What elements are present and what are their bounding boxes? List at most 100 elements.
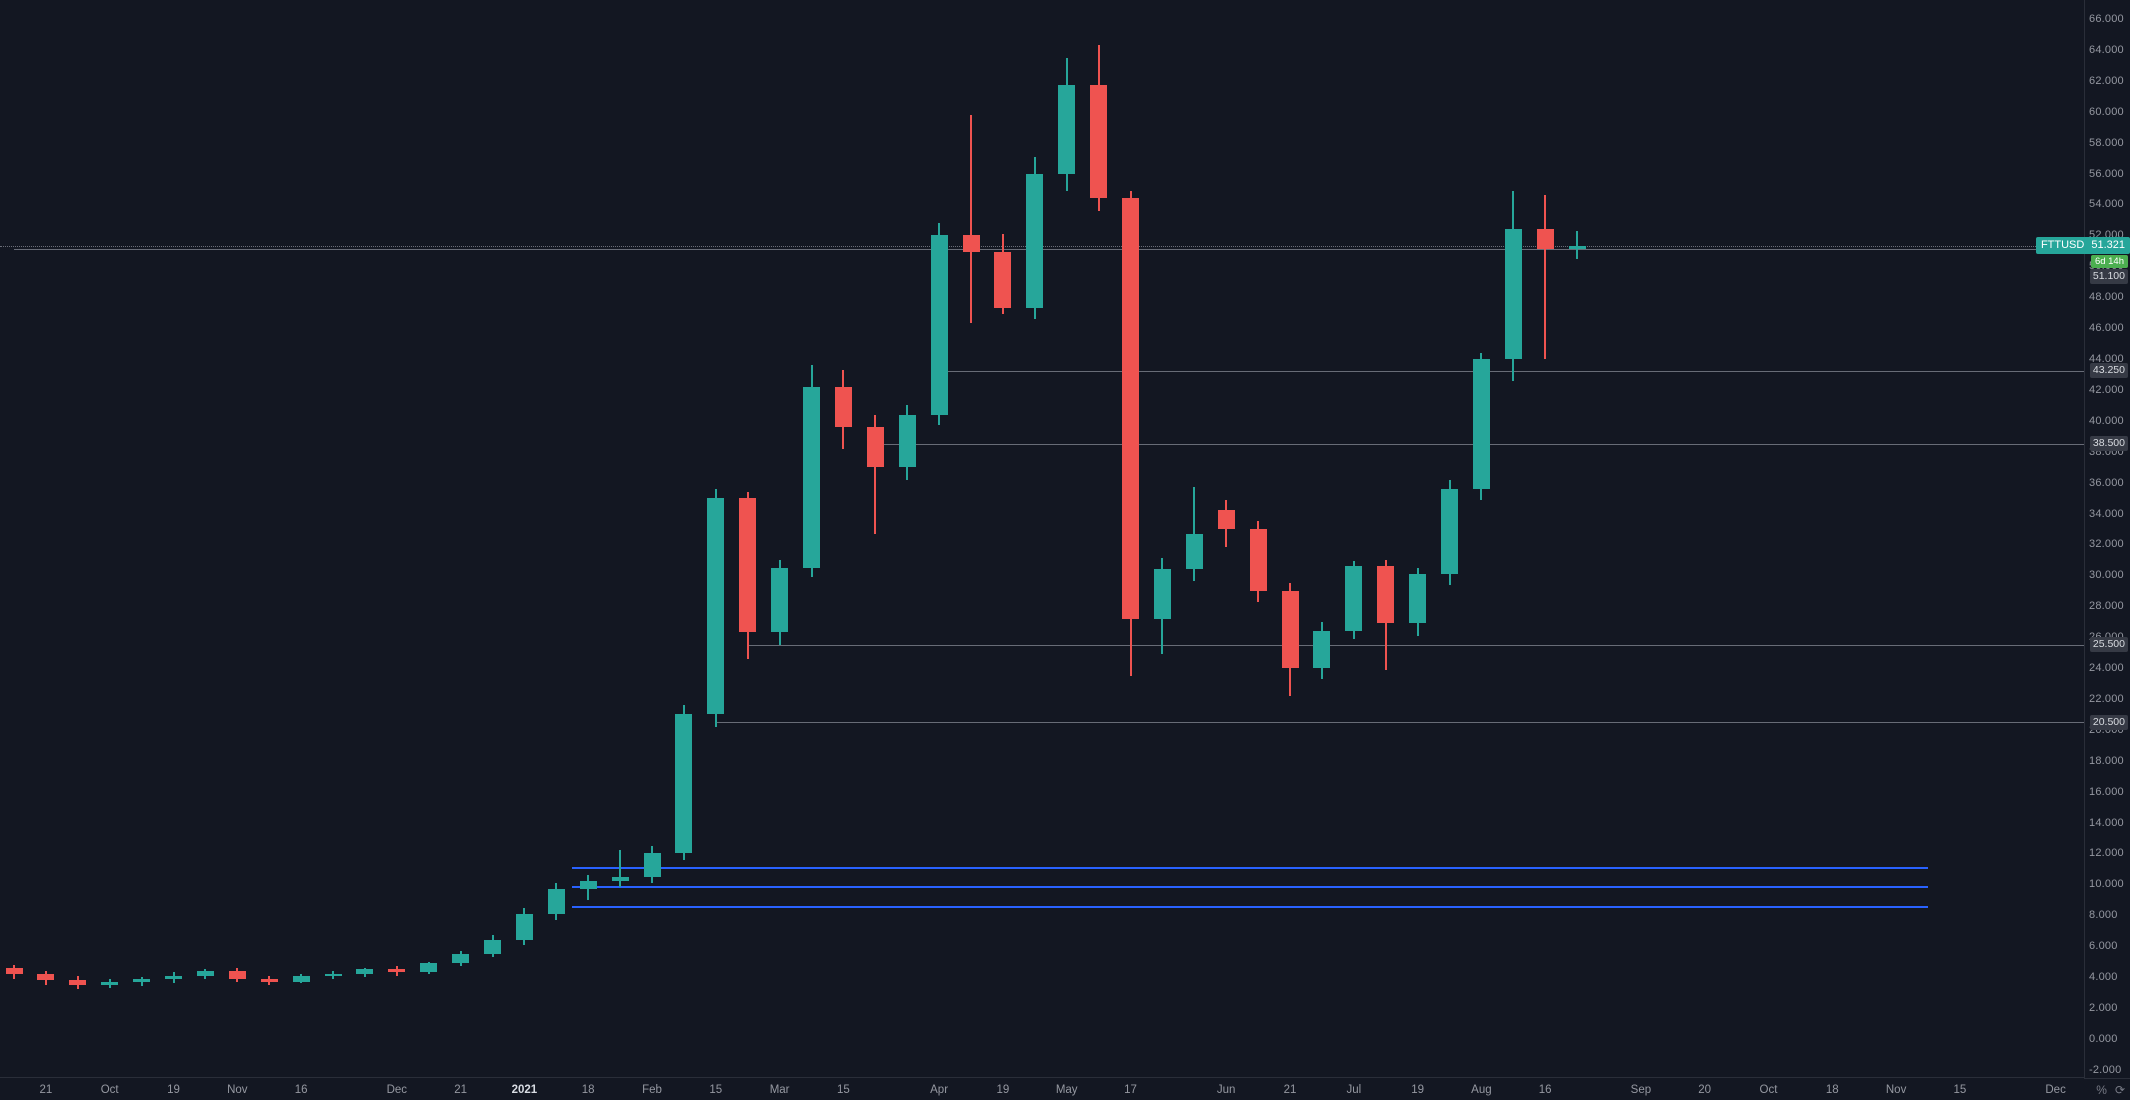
horizontal-line-drawing[interactable] — [14, 249, 2084, 251]
candle-body — [547, 889, 565, 914]
candle-body — [579, 881, 597, 889]
horizontal-line-drawing[interactable] — [747, 644, 2084, 646]
price-tick-label: 36.000 — [2089, 476, 2124, 489]
percent-scale-icon[interactable]: % — [2096, 1082, 2107, 1097]
price-tick-label: 8.000 — [2089, 909, 2118, 922]
candle-body — [37, 974, 55, 981]
time-tick-label: 18 — [581, 1084, 595, 1096]
candle-body — [1249, 528, 1267, 591]
candle-body — [771, 567, 789, 633]
time-tick-label: Mar — [769, 1084, 790, 1096]
candle-body — [101, 981, 119, 985]
price-tick-label: 48.000 — [2089, 291, 2124, 304]
price-tick-label: 60.000 — [2089, 105, 2124, 118]
time-year-label: 2021 — [511, 1084, 538, 1096]
candle-body — [834, 386, 852, 427]
chart-plot-area[interactable] — [0, 0, 2084, 1078]
price-tick-label: 0.000 — [2089, 1032, 2118, 1045]
horizontal-line-drawing[interactable] — [939, 370, 2084, 372]
price-tick-label: 34.000 — [2089, 507, 2124, 520]
price-tick-label: 14.000 — [2089, 816, 2124, 829]
last-price-badge: FTTUSD 51.321 — [2035, 237, 2130, 255]
price-tick-label: 10.000 — [2089, 878, 2124, 891]
price-tick-label: 44.000 — [2089, 352, 2124, 365]
time-tick-label: Apr — [930, 1084, 949, 1096]
axis-corner: % ⟳ — [2084, 1078, 2130, 1100]
price-tick-label: 58.000 — [2089, 136, 2124, 149]
candle-wick — [1576, 230, 1579, 259]
candle-body — [675, 714, 693, 854]
time-tick-label: 15 — [709, 1084, 723, 1096]
price-tick-label: 12.000 — [2089, 847, 2124, 860]
candle-body — [1536, 229, 1554, 250]
candle-body — [1377, 566, 1395, 624]
symbol-label: FTTUSD — [2040, 239, 2085, 252]
time-tick-label: 16 — [294, 1084, 308, 1096]
time-tick-label: Jun — [1216, 1084, 1236, 1096]
price-tick-label: 28.000 — [2089, 600, 2124, 613]
price-tick-label: 62.000 — [2089, 74, 2124, 87]
price-tick-label: 40.000 — [2089, 414, 2124, 427]
time-tick-label: Aug — [1471, 1084, 1492, 1096]
candle-body — [1281, 590, 1299, 669]
candle-body — [707, 498, 725, 715]
refresh-icon[interactable]: ⟳ — [2114, 1082, 2125, 1097]
price-tick-label: 46.000 — [2089, 322, 2124, 335]
candle-body — [1058, 85, 1076, 174]
support-line-drawing[interactable] — [572, 906, 1928, 908]
time-tick-label: Feb — [642, 1084, 662, 1096]
candle-body — [1122, 198, 1139, 619]
candle-body — [228, 970, 246, 979]
candle-body — [643, 853, 661, 877]
price-tick-label: 54.000 — [2089, 198, 2124, 211]
support-line-drawing[interactable] — [572, 867, 1928, 870]
bar-countdown-badge: 6d 14h — [2090, 255, 2128, 269]
time-tick-label: 20 — [1698, 1084, 1712, 1096]
candle-body — [994, 252, 1012, 308]
price-tick-label: 6.000 — [2089, 940, 2118, 953]
candle-body — [515, 913, 533, 940]
price-tick-label: 22.000 — [2089, 692, 2124, 705]
candle-body — [803, 386, 820, 568]
time-tick-label: 21 — [39, 1084, 53, 1096]
candle-body — [388, 969, 406, 973]
candle-wick — [970, 114, 972, 324]
price-tick-label: 66.000 — [2089, 13, 2124, 25]
candle-body — [196, 970, 214, 976]
candle-body — [1504, 229, 1522, 359]
candle-body — [420, 963, 438, 973]
price-level-badge: 20.500 — [2089, 714, 2128, 730]
candle-body — [69, 980, 87, 985]
horizontal-line-drawing[interactable] — [715, 722, 2084, 724]
price-axis[interactable]: 66.000 64.000 62.000 60.000 58.000 56.000 54.0… — [2084, 0, 2130, 1078]
price-tick-label: 4.000 — [2089, 971, 2118, 984]
price-tick-label: 18.000 — [2089, 754, 2124, 767]
price-tick-label: 32.000 — [2089, 538, 2124, 551]
time-tick-label: 17 — [1124, 1084, 1137, 1096]
candle-body — [1217, 510, 1235, 529]
candle-body — [324, 974, 342, 976]
time-tick-label: 21 — [454, 1084, 467, 1096]
price-tick-label: 42.000 — [2089, 383, 2124, 396]
price-level-badge: 51.100 — [2089, 269, 2128, 285]
price-tick-label: -2.000 — [2089, 1063, 2122, 1076]
candle-body — [1409, 573, 1427, 624]
time-tick-label: 21 — [1283, 1084, 1297, 1096]
price-level-badge: 25.500 — [2089, 637, 2128, 653]
candle-body — [739, 498, 757, 633]
candle-body — [898, 414, 916, 468]
time-tick-label: 16 — [1538, 1084, 1552, 1096]
time-tick-label: Dec — [386, 1084, 408, 1096]
candle-body — [1026, 173, 1044, 308]
candle-body — [1313, 630, 1331, 669]
candle-wick — [619, 850, 622, 888]
last-price-label: 51.321 — [2091, 239, 2125, 252]
time-tick-label: May — [1055, 1084, 1078, 1096]
support-line-drawing[interactable] — [572, 885, 1928, 888]
time-tick-label: Jul — [1346, 1084, 1362, 1096]
candle-body — [962, 235, 980, 253]
time-axis[interactable]: 21 Oct 19 Nov 16 Dec 21 2021 18 Feb 15 Mar 15 Apr 19 Ma… — [0, 1077, 2084, 1100]
candle-body — [611, 876, 629, 882]
time-tick-label: 19 — [996, 1084, 1010, 1096]
time-tick-label: Oct — [100, 1084, 119, 1096]
